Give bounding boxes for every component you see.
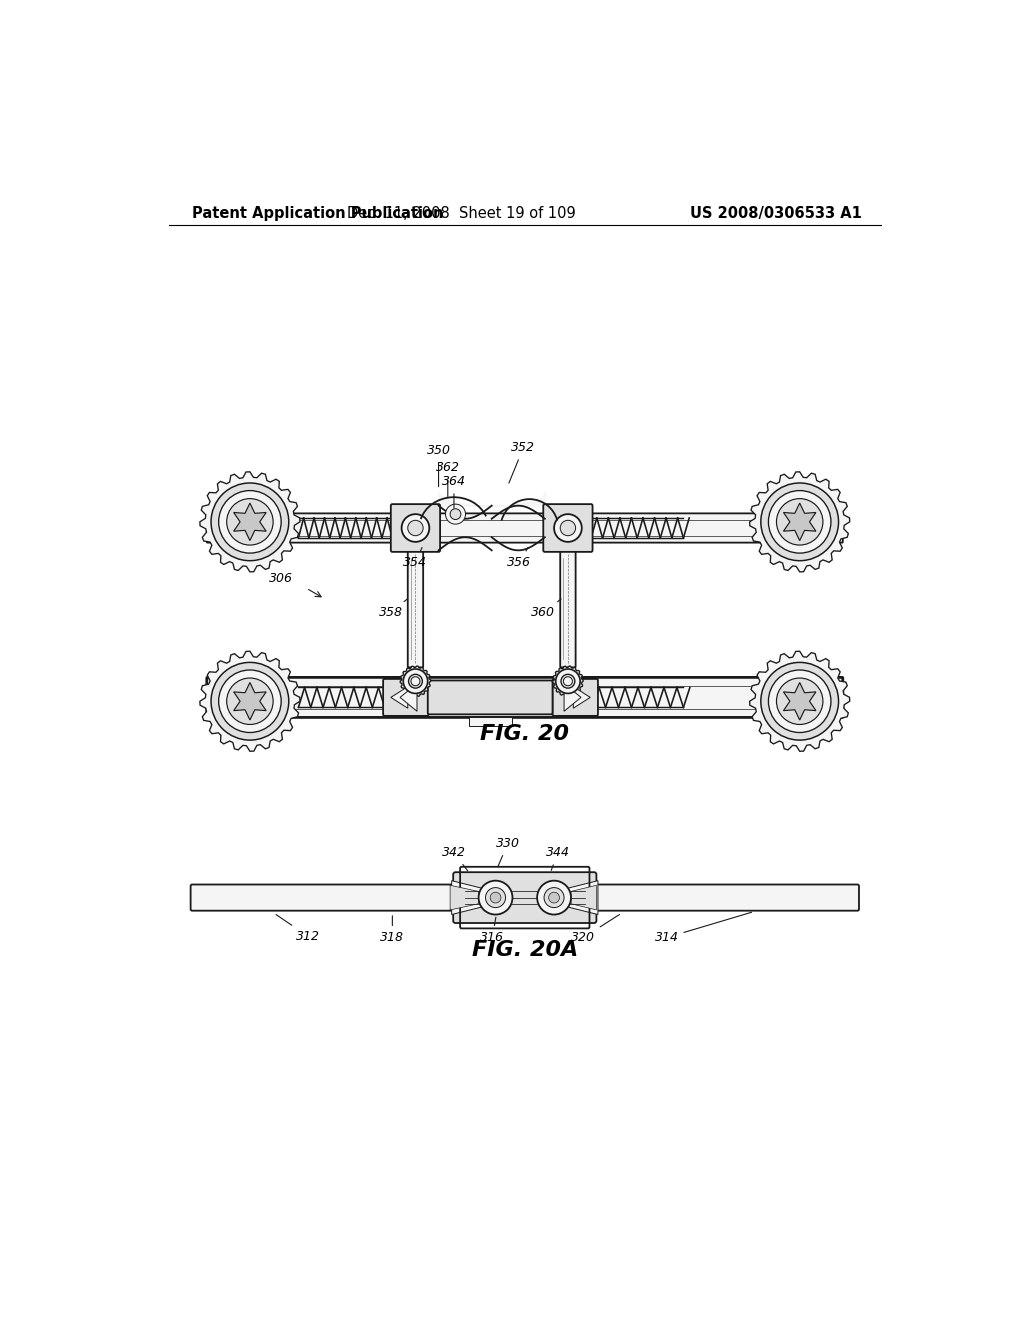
Text: FIG. 20: FIG. 20 xyxy=(480,725,569,744)
Circle shape xyxy=(226,678,273,725)
Polygon shape xyxy=(233,682,266,719)
Circle shape xyxy=(563,677,572,685)
Text: 306: 306 xyxy=(269,572,293,585)
Text: FIG. 20A: FIG. 20A xyxy=(472,940,578,960)
FancyBboxPatch shape xyxy=(391,504,440,552)
FancyBboxPatch shape xyxy=(383,678,429,715)
Circle shape xyxy=(403,669,428,693)
Text: 350: 350 xyxy=(427,445,451,487)
Text: 320: 320 xyxy=(571,915,620,944)
Text: 364: 364 xyxy=(442,475,466,508)
Circle shape xyxy=(549,892,559,903)
Text: 316: 316 xyxy=(480,917,505,944)
Polygon shape xyxy=(451,886,478,909)
Circle shape xyxy=(490,892,501,903)
Circle shape xyxy=(409,675,422,688)
Circle shape xyxy=(561,675,574,688)
Polygon shape xyxy=(571,886,596,909)
Polygon shape xyxy=(783,503,816,541)
Circle shape xyxy=(211,483,289,561)
Polygon shape xyxy=(233,503,266,541)
FancyBboxPatch shape xyxy=(560,549,575,668)
Polygon shape xyxy=(452,880,494,915)
Text: 358: 358 xyxy=(379,599,408,619)
Polygon shape xyxy=(400,667,431,697)
Circle shape xyxy=(776,499,823,545)
Circle shape xyxy=(226,499,273,545)
Circle shape xyxy=(401,513,429,543)
Text: Dec. 11, 2008  Sheet 19 of 109: Dec. 11, 2008 Sheet 19 of 109 xyxy=(347,206,577,222)
Polygon shape xyxy=(391,686,408,708)
Circle shape xyxy=(768,491,830,553)
Circle shape xyxy=(211,663,289,741)
Circle shape xyxy=(219,491,282,553)
Text: 362: 362 xyxy=(436,462,460,498)
Text: US 2008/0306533 A1: US 2008/0306533 A1 xyxy=(690,206,862,222)
Circle shape xyxy=(445,504,466,524)
Text: 318: 318 xyxy=(380,916,404,944)
Polygon shape xyxy=(200,651,300,751)
Text: 330: 330 xyxy=(496,837,520,866)
Circle shape xyxy=(219,671,282,733)
FancyBboxPatch shape xyxy=(544,504,593,552)
Circle shape xyxy=(761,663,839,741)
Text: 312: 312 xyxy=(276,915,319,942)
Text: 342: 342 xyxy=(442,846,468,871)
Polygon shape xyxy=(400,684,417,711)
Text: 354: 354 xyxy=(403,548,427,569)
Circle shape xyxy=(411,677,420,685)
Circle shape xyxy=(554,513,582,543)
Polygon shape xyxy=(573,686,590,708)
Text: 356: 356 xyxy=(508,548,531,569)
Polygon shape xyxy=(553,667,583,697)
Text: Patent Application Publication: Patent Application Publication xyxy=(193,206,443,222)
Polygon shape xyxy=(556,880,598,915)
Text: 344: 344 xyxy=(546,846,570,870)
Circle shape xyxy=(768,671,830,733)
Polygon shape xyxy=(750,651,850,751)
Polygon shape xyxy=(750,471,850,572)
FancyBboxPatch shape xyxy=(207,513,843,543)
Circle shape xyxy=(478,880,512,915)
Circle shape xyxy=(556,669,581,693)
Circle shape xyxy=(544,887,564,908)
Circle shape xyxy=(408,520,423,536)
Polygon shape xyxy=(200,471,300,572)
Text: 352: 352 xyxy=(509,441,536,483)
Circle shape xyxy=(560,520,575,536)
Circle shape xyxy=(485,887,506,908)
Circle shape xyxy=(776,678,823,725)
Circle shape xyxy=(761,483,839,561)
Polygon shape xyxy=(783,682,816,719)
Text: 314: 314 xyxy=(654,912,752,944)
Text: 360: 360 xyxy=(531,599,561,619)
FancyBboxPatch shape xyxy=(428,681,553,714)
FancyBboxPatch shape xyxy=(408,549,423,668)
FancyBboxPatch shape xyxy=(469,717,512,726)
FancyBboxPatch shape xyxy=(553,678,598,715)
Circle shape xyxy=(451,508,461,520)
Polygon shape xyxy=(564,684,581,711)
FancyBboxPatch shape xyxy=(207,677,843,718)
FancyBboxPatch shape xyxy=(454,873,596,923)
FancyBboxPatch shape xyxy=(190,884,859,911)
Circle shape xyxy=(538,880,571,915)
